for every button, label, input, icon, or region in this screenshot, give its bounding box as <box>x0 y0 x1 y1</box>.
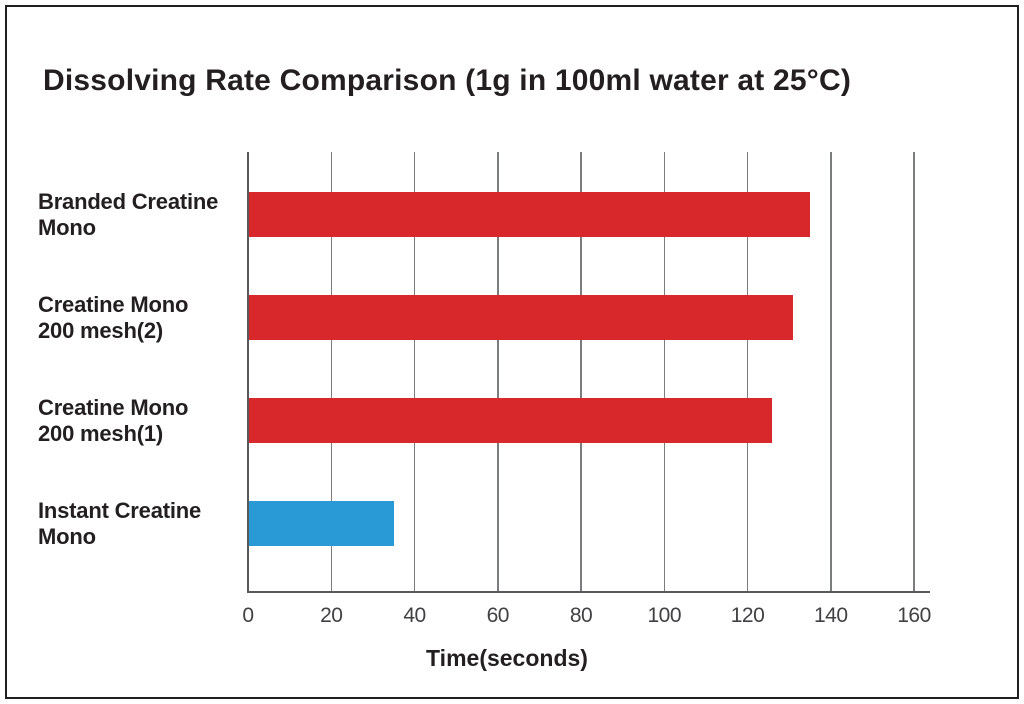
category-label-creatine-mono-200-mesh-1: Creatine Mono 200 mesh(1) <box>38 395 253 447</box>
category-label-line: Creatine Mono <box>38 291 189 317</box>
category-label-line: Branded Creatine <box>38 188 219 214</box>
gridline-160 <box>913 152 915 592</box>
tick-label-140: 140 <box>813 604 848 627</box>
category-label-line: 200 mesh(2) <box>38 317 163 343</box>
x-axis-title: Time(seconds) <box>426 645 588 671</box>
gridline-60 <box>497 152 499 592</box>
category-label-instant-creatine-mono: Instant Creatine Mono <box>38 498 253 550</box>
category-label-line: Mono <box>38 523 96 549</box>
gridline-20 <box>330 152 332 592</box>
page-border <box>5 5 1019 699</box>
category-label-line: Instant Creatine <box>38 497 202 523</box>
gridline-40 <box>413 152 416 592</box>
category-label-line: Creatine Mono <box>38 394 189 420</box>
tick-label-100: 100 <box>647 604 682 627</box>
gridline-120 <box>746 152 749 592</box>
gridline-100 <box>663 152 665 592</box>
bar-creatine-mono-200-mesh-2 <box>249 295 794 340</box>
tick-label-160: 160 <box>897 604 931 627</box>
gridline-140 <box>830 152 832 592</box>
gridline-80 <box>580 152 582 592</box>
chart-title: Dissolving Rate Comparison (1g in 100ml … <box>43 64 852 97</box>
tick-label-60: 60 <box>486 604 510 627</box>
tick-label-120: 120 <box>730 604 765 627</box>
tick-label-0: 0 <box>242 604 254 627</box>
category-label-creatine-mono-200-mesh-2: Creatine Mono 200 mesh(2) <box>38 292 253 344</box>
tick-label-40: 40 <box>403 604 426 627</box>
bar-creatine-mono-200-mesh-1 <box>249 398 773 443</box>
category-label-line: Mono <box>38 214 96 240</box>
x-axis-line <box>247 591 930 593</box>
y-axis-line <box>247 152 249 592</box>
tick-label-20: 20 <box>320 604 343 627</box>
category-label-branded-creatine-mono: Branded Creatine Mono <box>38 189 253 241</box>
bar-instant-creatine-mono <box>249 501 394 546</box>
tick-label-80: 80 <box>569 604 593 627</box>
category-label-line: 200 mesh(1) <box>38 420 163 446</box>
bar-branded-creatine-mono <box>249 192 810 237</box>
